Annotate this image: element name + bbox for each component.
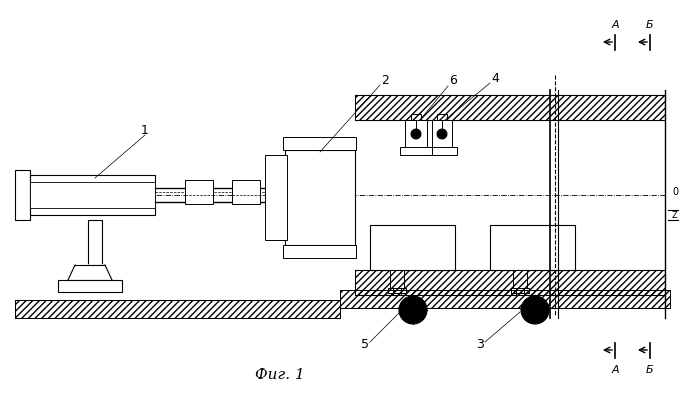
Bar bbox=[513, 270, 527, 290]
Bar bbox=[88, 220, 102, 265]
Bar bbox=[265, 155, 287, 240]
Text: А: А bbox=[611, 365, 619, 375]
Bar bbox=[185, 180, 213, 204]
Bar bbox=[405, 120, 427, 150]
Bar bbox=[355, 95, 665, 120]
Bar bbox=[388, 288, 406, 293]
Bar bbox=[400, 147, 432, 155]
Text: Б: Б bbox=[646, 365, 654, 375]
Text: Б: Б bbox=[646, 20, 654, 30]
Text: А: А bbox=[611, 20, 619, 30]
Bar bbox=[355, 270, 665, 295]
Bar bbox=[15, 170, 30, 220]
Bar bbox=[355, 270, 665, 295]
Circle shape bbox=[399, 296, 427, 324]
Text: 1: 1 bbox=[141, 123, 149, 136]
Bar bbox=[437, 114, 447, 120]
Bar bbox=[283, 245, 356, 258]
Bar bbox=[390, 270, 404, 290]
Text: 3: 3 bbox=[476, 338, 484, 351]
Text: 4: 4 bbox=[491, 72, 499, 84]
Text: Фиг. 1: Фиг. 1 bbox=[255, 368, 305, 382]
Bar bbox=[232, 180, 260, 204]
Bar bbox=[490, 225, 575, 270]
Circle shape bbox=[411, 129, 421, 139]
Bar bbox=[30, 175, 155, 215]
Bar bbox=[283, 137, 356, 150]
Circle shape bbox=[437, 129, 447, 139]
Bar bbox=[30, 182, 155, 208]
Bar bbox=[355, 95, 665, 120]
Text: 6: 6 bbox=[449, 73, 457, 86]
Text: 2: 2 bbox=[381, 73, 389, 86]
Polygon shape bbox=[68, 265, 112, 280]
Bar bbox=[370, 225, 455, 270]
Bar bbox=[285, 150, 355, 245]
Bar bbox=[340, 290, 670, 308]
Bar bbox=[511, 288, 529, 293]
Bar bbox=[58, 280, 122, 292]
Text: Z: Z bbox=[672, 211, 678, 220]
Bar bbox=[15, 300, 340, 318]
Bar bbox=[411, 114, 421, 120]
Circle shape bbox=[521, 296, 549, 324]
Bar bbox=[432, 120, 452, 150]
Text: 5: 5 bbox=[361, 338, 369, 351]
Bar bbox=[340, 290, 670, 308]
Bar bbox=[427, 147, 457, 155]
Bar bbox=[15, 300, 340, 318]
Text: 0: 0 bbox=[672, 187, 678, 197]
